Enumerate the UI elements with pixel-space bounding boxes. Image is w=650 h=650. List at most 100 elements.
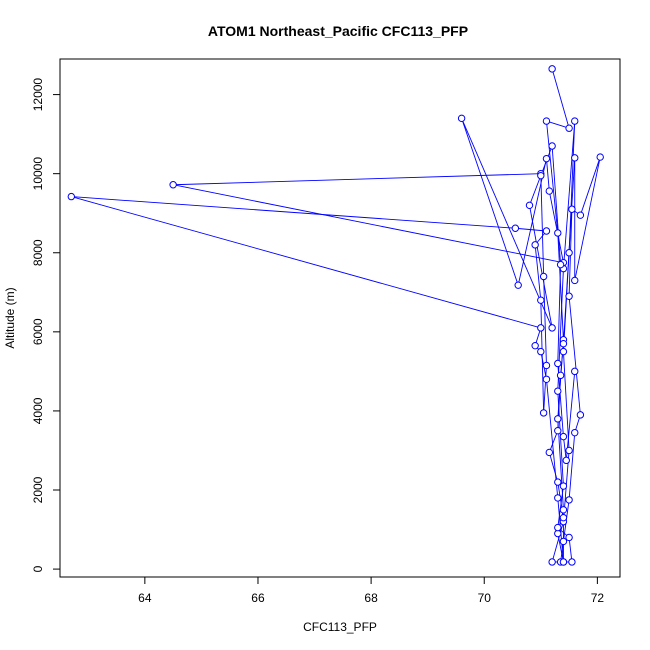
chart-title: ATOM1 Northeast_Pacific CFC113_PFP [208,23,468,39]
data-point [596,153,604,161]
series-segment [568,296,581,415]
data-point [542,227,551,235]
series-segment [534,244,542,301]
series-segment [579,156,601,216]
data-point [559,506,568,514]
data-point [554,387,562,395]
data-point [511,224,520,232]
plot-area-frame [59,58,621,578]
series-segment [551,145,562,265]
series-segment [546,379,559,498]
data-point [539,409,548,417]
data-point [169,181,177,189]
data-point [554,478,562,486]
series-segment [565,371,576,461]
x-tick-label: 68 [364,591,378,605]
data-point [554,523,562,532]
data-point [554,359,562,368]
data-point [559,432,568,441]
series-segment [546,121,559,234]
series-segment [557,264,562,364]
series-segment [574,156,601,281]
data-point [548,558,556,566]
series-segment [540,173,545,277]
data-point [554,229,562,237]
data-point [571,117,579,125]
y-axis: 0 2000 4000 6000 8000 10000 12000 [31,78,61,572]
series-segment [551,68,570,129]
data-point [554,494,562,502]
data-point [559,513,568,522]
series-segment [173,184,564,264]
y-tick-label: 12000 [31,78,45,112]
series-segment [71,196,541,329]
data-point [559,558,568,566]
series-segment [540,300,545,413]
data-point [556,260,565,269]
series-segment [546,120,570,129]
series-segment [557,232,564,340]
series-segment [546,158,550,192]
series-segment [71,196,516,229]
series-segment [173,173,541,186]
data-point [565,446,573,455]
series-segment [543,276,547,366]
data-point [537,324,545,332]
data-point [565,249,573,257]
data-point [571,367,579,376]
data-point [545,187,553,195]
data-point [559,482,568,490]
y-tick-label: 2000 [31,476,45,503]
data-point [548,142,556,150]
data-point [542,361,551,370]
x-tick-label: 66 [251,591,265,605]
series-segment [529,175,542,206]
data-point [571,276,579,285]
series-points [67,65,604,566]
x-tick-label: 72 [591,591,605,605]
data-point [565,292,573,300]
series-segment [461,118,553,329]
series-segment [548,190,564,263]
series-segment [548,430,559,453]
data-point [576,211,585,219]
series-lines [71,68,601,563]
data-point [565,124,573,132]
y-tick-label: 10000 [31,157,45,191]
data-point [531,241,539,249]
series-segment [568,537,573,563]
x-tick-label: 70 [478,591,492,605]
data-point [548,324,556,332]
data-point [525,201,534,210]
x-axis-label: CFC113_PFP [303,620,377,634]
data-point [537,171,545,180]
y-tick-label: 4000 [31,397,45,424]
data-point [565,496,573,504]
data-point [568,558,576,566]
series-segment [548,452,559,483]
data-point [565,533,573,542]
data-point [559,340,568,348]
data-point [542,154,551,163]
y-tick-label: 8000 [31,239,45,266]
x-tick-label: 64 [138,591,152,605]
data-point [539,272,548,281]
data-point [559,537,568,546]
data-point [556,371,565,380]
series-segment [543,365,547,413]
data-point [537,347,545,356]
data-point [571,428,579,437]
data-point [554,426,562,435]
series-segment [562,121,576,269]
data-point [545,448,553,457]
series-segment [557,485,564,528]
series-segment [562,351,570,451]
series-segment [461,118,519,286]
series-segment [562,436,567,461]
data-point [542,375,551,383]
data-point [548,65,556,73]
data-point [537,296,545,304]
data-point [514,281,522,289]
data-point [554,415,562,423]
